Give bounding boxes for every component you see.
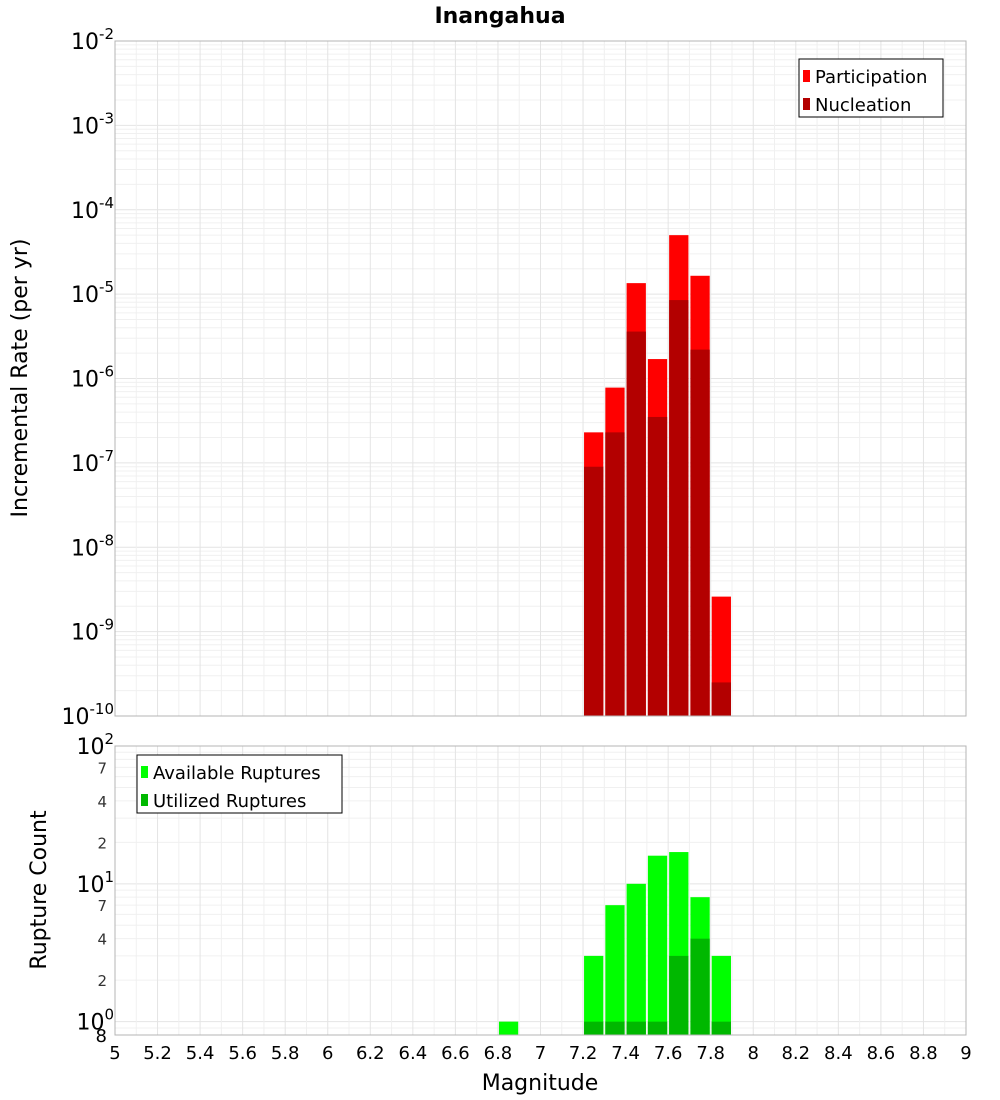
- y-tick-label: 102: [76, 730, 114, 760]
- y-minor-tick-label: 7: [97, 759, 107, 777]
- bar-utilized-ruptures: [605, 1021, 625, 1035]
- top-plot-grid: [114, 40, 967, 717]
- x-tick-label: 5: [109, 1043, 120, 1064]
- x-tick-label: 6.6: [441, 1043, 470, 1064]
- y-tick-label: 10-8: [71, 531, 114, 561]
- y-minor-tick-label: 4: [97, 931, 107, 949]
- legend-swatch: [141, 766, 148, 778]
- legend-label: Available Ruptures: [153, 763, 321, 784]
- top-legend: Participation Nucleation: [798, 58, 944, 118]
- y-tick-label: 10-7: [71, 447, 114, 477]
- y-minor-tick-label: 2: [97, 834, 107, 852]
- x-tick-label: 8: [748, 1043, 759, 1064]
- x-tick-label: 5.6: [228, 1043, 257, 1064]
- legend-label: Utilized Ruptures: [153, 791, 306, 812]
- y-minor-tick-label: 8: [96, 1026, 107, 1047]
- bar-nucleation: [711, 682, 731, 716]
- x-tick-label: 5.2: [143, 1043, 172, 1064]
- legend-label: Nucleation: [815, 95, 911, 116]
- bar-available-ruptures: [711, 955, 731, 1035]
- bar-utilized-ruptures: [647, 1021, 668, 1035]
- bar-nucleation: [669, 300, 689, 716]
- x-axis-label: Magnitude: [482, 1071, 599, 1096]
- top-y-axis-label: Incremental Rate (per yr): [8, 239, 33, 518]
- bottom-plot-frame: [114, 745, 967, 1036]
- y-tick-label: 10-3: [71, 109, 114, 139]
- y-tick-label: 10-9: [71, 616, 114, 646]
- x-tick-label: 5.4: [186, 1043, 215, 1064]
- bottom-y-tick-labels: 100 101 102 8 2 4 7 2 4 7: [76, 730, 114, 1047]
- bar-available-ruptures: [584, 955, 604, 1035]
- legend-swatch: [803, 98, 810, 110]
- bar-available-ruptures: [605, 905, 625, 1035]
- legend-label: Participation: [815, 67, 927, 88]
- bottom-legend: Available Ruptures Utilized Ruptures: [136, 754, 343, 814]
- x-tick-label: 7: [535, 1043, 546, 1064]
- top-plot-bars: [584, 235, 731, 716]
- legend-box: [136, 754, 343, 814]
- y-tick-label: 10-4: [71, 194, 114, 224]
- x-tick-label: 7.4: [611, 1043, 640, 1064]
- bottom-plot-bars: [498, 852, 731, 1035]
- x-tick-label: 8.2: [781, 1043, 810, 1064]
- x-tick-label: 6.8: [484, 1043, 513, 1064]
- bar-nucleation: [605, 432, 625, 716]
- top-plot-frame: [114, 40, 967, 717]
- chart-title: Inangahua: [434, 4, 565, 29]
- bar-utilized-ruptures: [669, 955, 689, 1035]
- x-tick-label: 8.8: [909, 1043, 938, 1064]
- y-minor-tick-label: 7: [97, 897, 107, 915]
- y-tick-label: 10-5: [71, 278, 114, 308]
- legend-box: [798, 58, 944, 118]
- x-tick-labels: 5 5.2 5.4 5.6 5.8 6 6.2 6.4 6.6 6.8 7 7.2 7.4 7.6 7.8 8…: [109, 1043, 971, 1064]
- x-tick-label: 7.6: [654, 1043, 683, 1064]
- bar-nucleation: [584, 466, 604, 716]
- bar-utilized-ruptures: [711, 1021, 731, 1035]
- x-tick-label: 8.6: [867, 1043, 896, 1064]
- x-tick-label: 7.2: [569, 1043, 598, 1064]
- y-minor-tick-label: 2: [97, 972, 107, 990]
- x-tick-label: 7.8: [696, 1043, 725, 1064]
- bar-utilized-ruptures: [626, 1021, 646, 1035]
- y-tick-label: 101: [76, 868, 114, 898]
- y-tick-label: 10-6: [71, 363, 114, 393]
- bar-nucleation: [690, 349, 710, 716]
- bar-available-ruptures: [626, 883, 646, 1035]
- y-tick-label: 10-10: [62, 700, 115, 730]
- legend-swatch: [141, 794, 148, 806]
- bar-nucleation: [647, 416, 668, 716]
- x-tick-label: 6.2: [356, 1043, 385, 1064]
- bar-available-ruptures: [498, 1021, 519, 1035]
- bar-utilized-ruptures: [584, 1021, 604, 1035]
- y-minor-tick-label: 4: [97, 793, 107, 811]
- bottom-y-axis-label: Rupture Count: [27, 810, 52, 970]
- legend-swatch: [803, 70, 810, 82]
- top-y-tick-labels: 10-10 10-9 10-8 10-7 10-6 10-5 10-4 10-3 10-2: [62, 25, 115, 730]
- x-tick-label: 9: [960, 1043, 971, 1064]
- bar-available-ruptures: [647, 855, 668, 1035]
- x-tick-label: 6.4: [399, 1043, 428, 1064]
- bar-utilized-ruptures: [690, 938, 710, 1035]
- y-tick-label: 10-2: [71, 25, 114, 55]
- x-tick-label: 8.4: [824, 1043, 853, 1064]
- y-tick-label: 100: [76, 1006, 114, 1036]
- x-tick-label: 5.8: [271, 1043, 300, 1064]
- x-tick-label: 6: [322, 1043, 333, 1064]
- bar-nucleation: [626, 331, 646, 716]
